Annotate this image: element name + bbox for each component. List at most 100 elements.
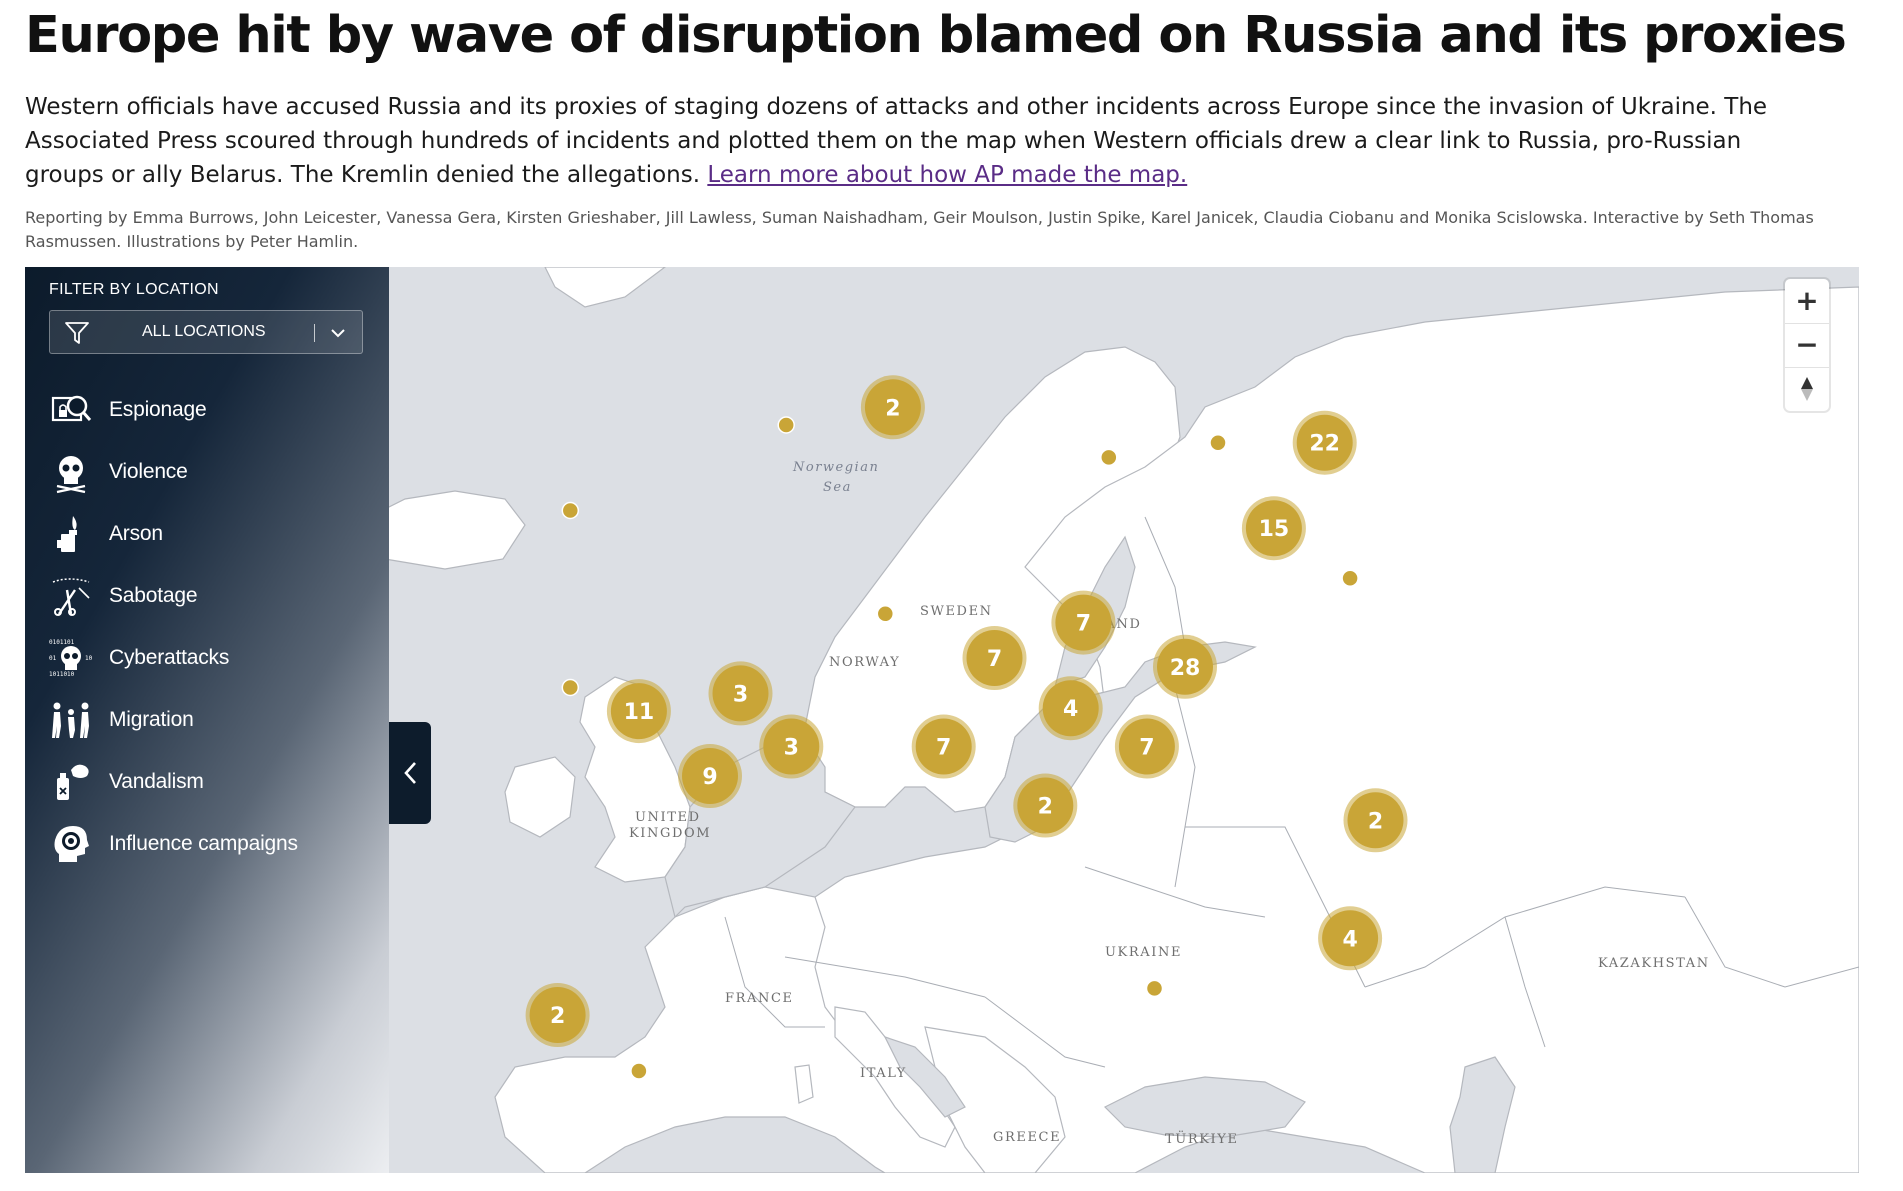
binary-skull-icon: 0101101 1011010 01 10 [49,639,93,678]
cluster-circle [1042,680,1099,737]
incident-cluster[interactable]: 3 [759,714,824,779]
cluster-count: 7 [987,647,1002,672]
incident-cluster[interactable]: 7 [962,626,1027,690]
category-label: Cyberattacks [109,646,230,669]
filter-title: FILTER BY LOCATION [49,281,219,298]
cluster-circle [610,683,667,740]
people-walking-icon [52,702,89,738]
cluster-circle [1296,414,1353,471]
zoom-out-button[interactable]: − [1785,323,1829,368]
category-vandalism[interactable]: Vandalism [49,751,298,813]
cluster-circle [864,379,921,436]
cluster-circle [1157,638,1213,695]
chevron-down-icon [331,329,345,338]
zoom-in-button[interactable]: + [1785,279,1829,324]
cluster-circle [1347,792,1404,849]
compass-icon [1801,377,1813,401]
spray-can-icon [57,764,89,800]
cluster-count: 9 [702,765,717,790]
learn-more-link[interactable]: Learn more about how AP made the map. [707,162,1188,188]
category-espionage[interactable]: Espionage [49,379,298,441]
funnel-icon [65,322,89,344]
incident-cluster[interactable]: 2 [525,983,590,1047]
sea-label-line2: Sea [823,480,852,495]
caspian-sea [1449,1056,1516,1173]
country-label-norway: NORWAY [829,655,900,670]
lighter-flame-icon [57,516,77,552]
cluster-circle [1322,910,1379,967]
filter-sidebar: FILTER BY LOCATION ALL LOCATIONS [25,267,389,1173]
incident-cluster[interactable]: 15 [1241,496,1306,561]
black-sea [1103,1076,1306,1138]
category-influence-campaigns[interactable]: Influence campaigns [49,813,298,875]
category-label: Arson [109,522,163,545]
cluster-count: 2 [1038,795,1053,820]
country-label-turkiye: TÜRKIYE [1165,1130,1239,1147]
zoom-controls: + − [1785,279,1829,411]
country-label-uk-line1: UNITED [635,810,701,825]
select-separator [314,324,315,342]
incident-cluster[interactable]: 22 [1292,410,1357,475]
incident-point[interactable] [561,501,580,520]
incident-point[interactable] [876,605,895,623]
wire-cutter-icon [52,578,90,616]
espionage-icon [51,395,92,422]
greenland-land [544,267,666,308]
incident-cluster[interactable]: 7 [1051,590,1116,655]
balkans-land [924,1026,1066,1173]
cluster-count: 15 [1259,517,1290,542]
cluster-circle [1118,718,1175,775]
incident-cluster[interactable]: 7 [1114,714,1179,779]
sea-label-line1: Norwegian [792,460,879,475]
incident-cluster[interactable]: 28 [1153,634,1217,699]
incident-point[interactable] [777,416,795,434]
svg-text:1011010: 1011010 [49,671,75,678]
cluster-count: 4 [1342,927,1357,952]
incident-cluster[interactable]: 4 [1318,906,1383,971]
location-filter-select[interactable]: ALL LOCATIONS [49,310,363,354]
cluster-count: 2 [550,1004,565,1029]
cluster-count: 7 [1076,612,1091,637]
cluster-circle [712,665,769,722]
category-label: Vandalism [109,770,204,793]
country-label-greece: GREECE [993,1130,1061,1145]
cluster-count: 3 [733,682,748,707]
corsica-land [794,1064,814,1104]
reset-north-button[interactable] [1785,367,1829,411]
map-svg: Norwegian Sea SWEDEN FINLAND NORWAY UNIT… [86,267,1859,1173]
incident-point[interactable] [1145,979,1164,998]
cluster-circle [1245,500,1302,557]
category-label: Violence [109,460,188,483]
svg-text:0101101: 0101101 [49,639,75,646]
category-migration[interactable]: Migration [49,689,298,751]
svg-text:01: 01 [49,655,57,662]
incident-cluster[interactable]: 9 [678,744,742,808]
incident-cluster[interactable]: 2 [860,375,925,440]
chevron-left-icon [404,762,416,784]
category-sabotage[interactable]: Sabotage [49,565,298,627]
incident-point[interactable] [1341,569,1359,588]
cluster-count: 7 [1139,736,1154,761]
incident-cluster[interactable]: 7 [911,714,976,779]
ireland-land [504,756,576,838]
incident-cluster[interactable]: 11 [606,679,671,744]
category-arson[interactable]: Arson [49,503,298,565]
incident-point[interactable] [630,1062,648,1080]
cluster-count: 7 [936,736,951,761]
category-violence[interactable]: Violence [49,441,298,503]
incident-point[interactable] [1100,448,1118,467]
category-label: Sabotage [109,584,198,607]
incident-cluster[interactable]: 2 [1013,773,1078,838]
incident-cluster[interactable]: 4 [1038,676,1103,741]
cluster-count: 22 [1309,432,1340,457]
incident-cluster[interactable]: 2 [1343,788,1408,853]
dek: Western officials have accused Russia an… [25,90,1825,192]
incident-cluster[interactable]: 3 [708,661,773,726]
incident-point[interactable] [1209,433,1227,452]
country-label-sweden: SWEDEN [920,604,993,619]
category-label: Migration [109,708,194,731]
category-cyberattacks[interactable]: 0101101 1011010 01 10 Cyberattacks [49,627,298,689]
incident-point[interactable] [561,678,580,697]
collapse-sidebar-button[interactable] [389,722,431,824]
